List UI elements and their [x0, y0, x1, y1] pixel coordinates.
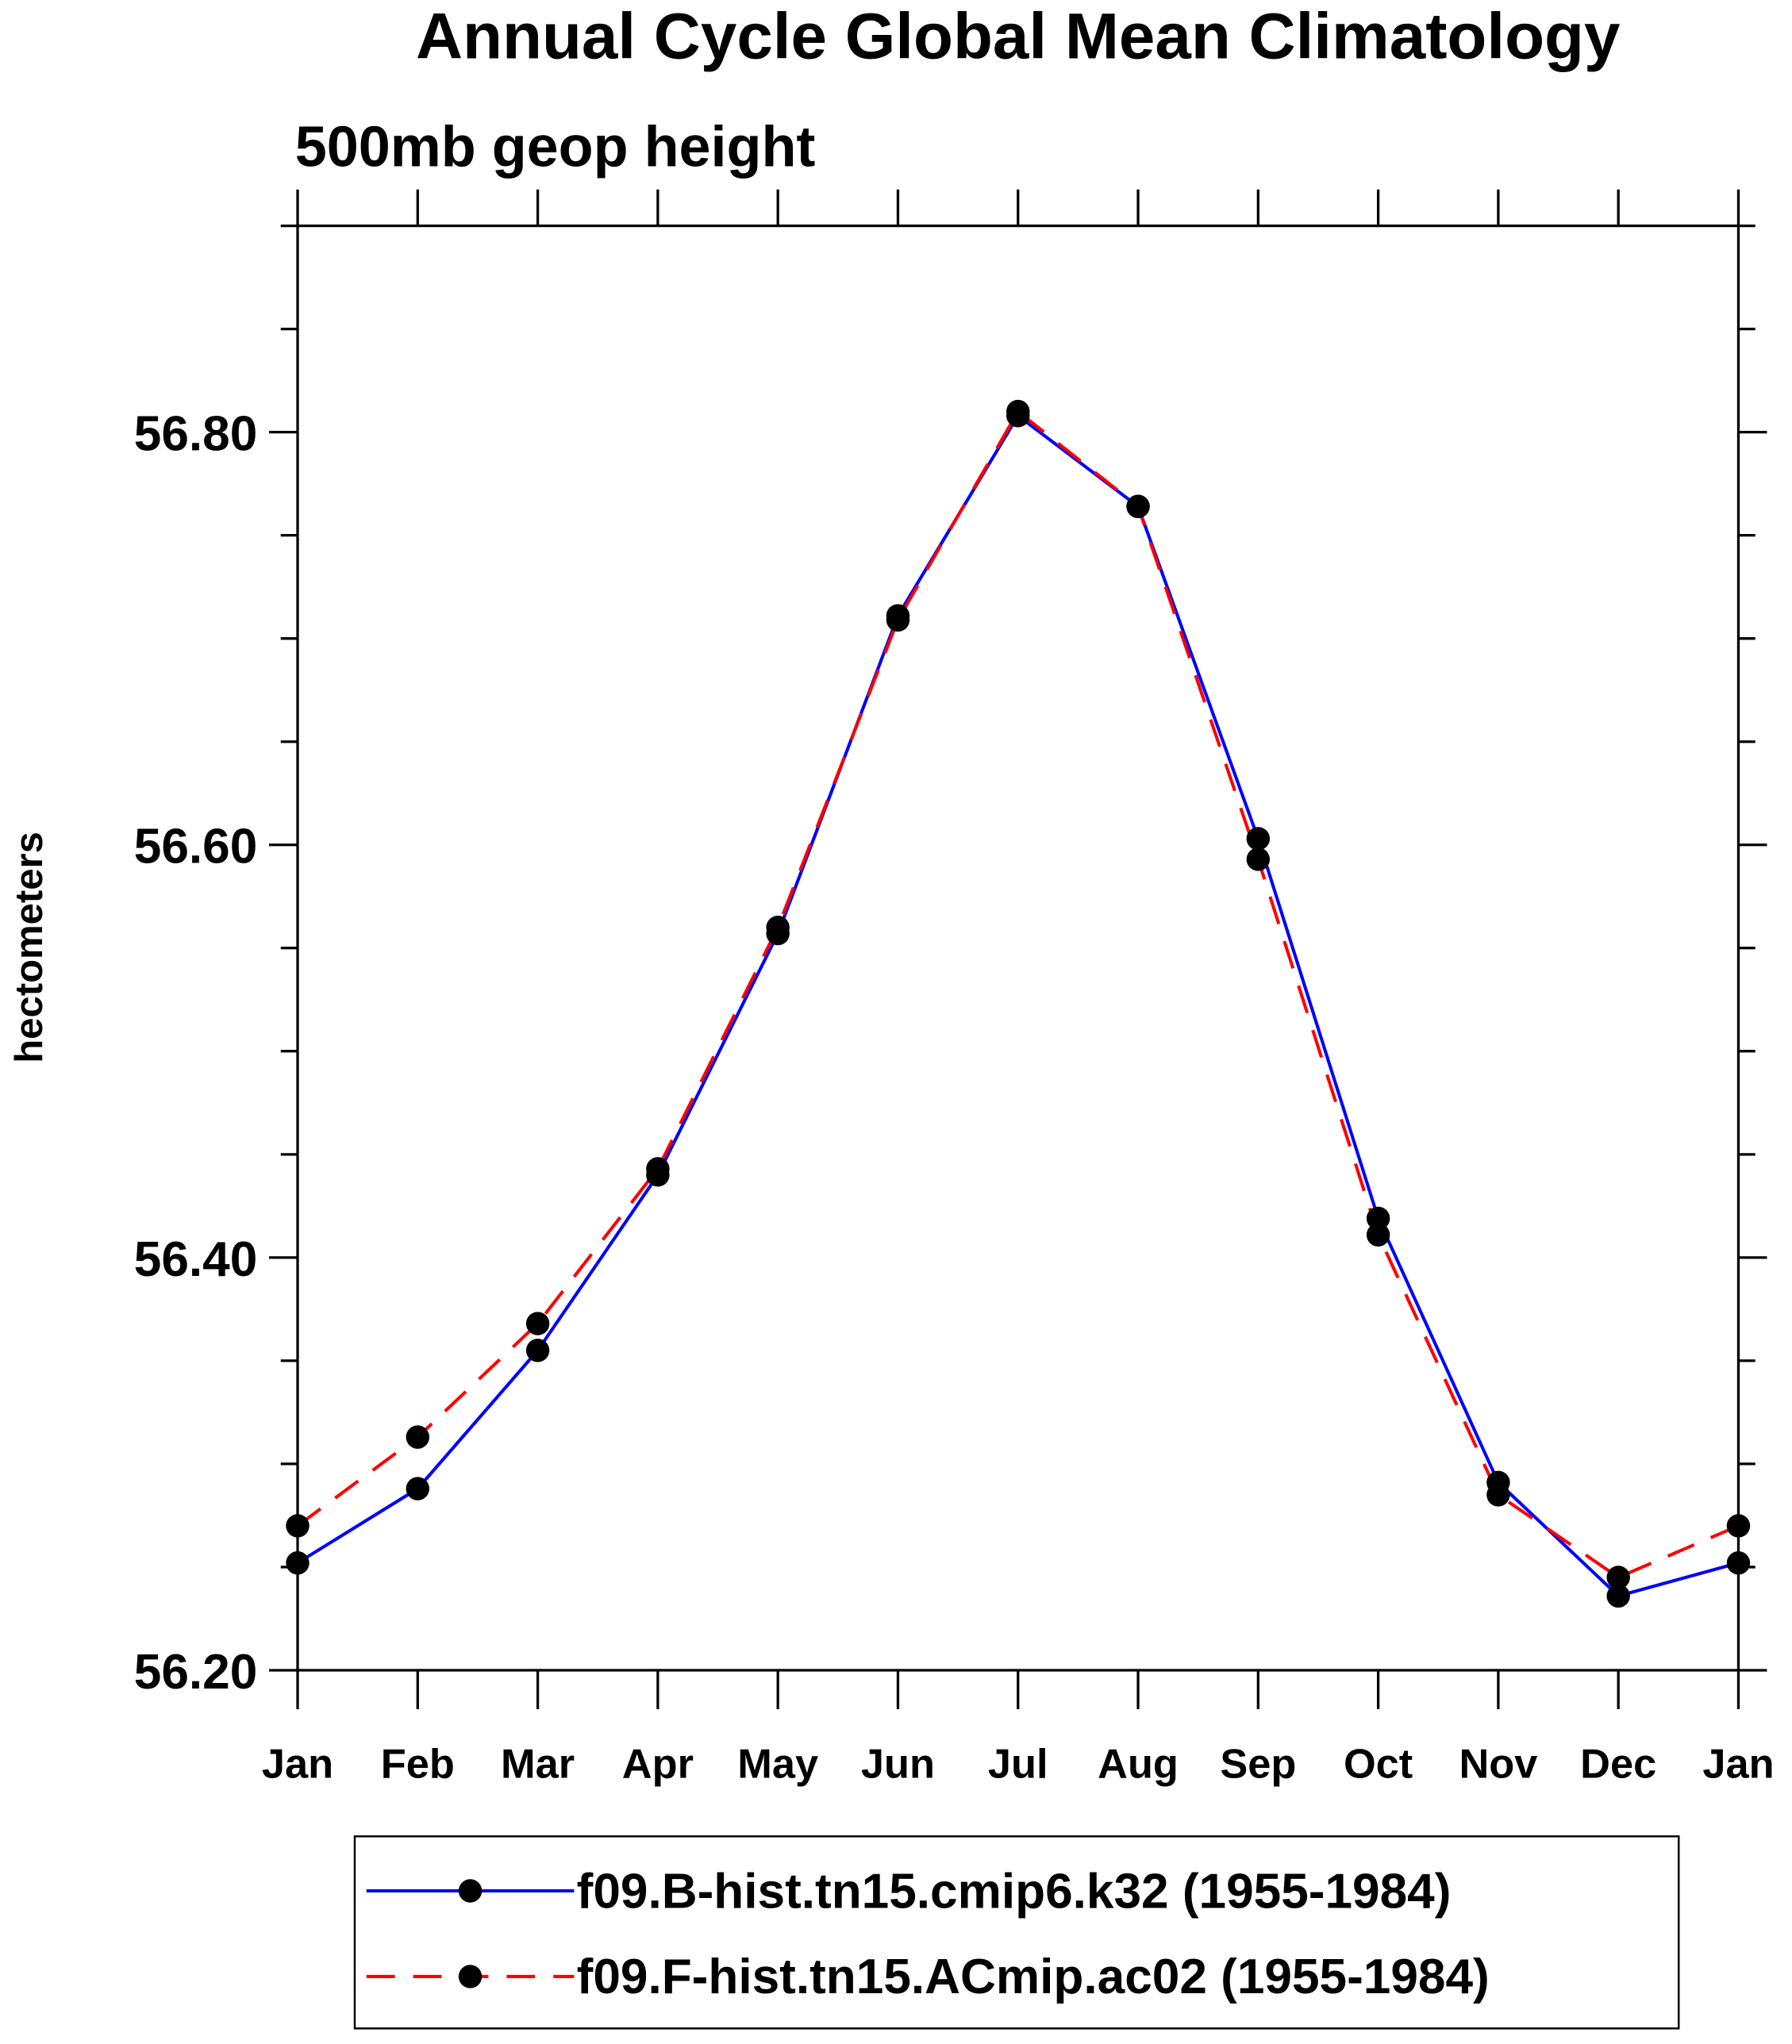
data-point-1: [766, 916, 790, 939]
y-tick-label: 56.20: [134, 1645, 258, 1700]
x-tick-label: Mar: [501, 1742, 575, 1788]
data-point-0: [1726, 1551, 1751, 1575]
chart-subtitle: 500mb geop height: [295, 115, 816, 179]
data-point-1: [1606, 1566, 1630, 1589]
x-tick-label: May: [737, 1742, 818, 1788]
data-point-1: [1006, 399, 1030, 424]
data-point-0: [525, 1339, 550, 1362]
data-point-0: [1246, 827, 1271, 851]
data-point-1: [1366, 1223, 1390, 1247]
x-tick-label: Apr: [622, 1742, 694, 1788]
legend: f09.B-hist.tn15.cmip6.k32 (1955-1984) f0…: [353, 1835, 1680, 2030]
y-tick-label: 56.80: [134, 407, 258, 462]
x-tick-label: Oct: [1344, 1742, 1413, 1788]
chart-title: Annual Cycle Global Mean Climatology: [416, 1, 1621, 73]
x-tick-label: Sep: [1220, 1742, 1296, 1788]
x-tick-label: Aug: [1098, 1742, 1179, 1788]
data-point-1: [1246, 847, 1271, 871]
x-tick-label: Jul: [988, 1742, 1048, 1788]
data-point-0: [1366, 1206, 1390, 1231]
data-point-1: [525, 1312, 550, 1335]
data-point-0: [1606, 1584, 1630, 1608]
x-tick-label: Jan: [1702, 1742, 1774, 1788]
legend-marker-f: [458, 1965, 483, 1988]
legend-label-f: f09.F-hist.tn15.ACmip.ac02 (1955-1984): [577, 1950, 1490, 2004]
legend-marker-b: [458, 1879, 483, 1903]
y-axis-label: hectometers: [8, 832, 51, 1063]
legend-label-b: f09.B-hist.tn15.cmip6.k32 (1955-1984): [577, 1864, 1452, 1919]
data-point-0: [286, 1551, 310, 1575]
data-point-1: [1726, 1514, 1751, 1538]
series-line-1: [296, 409, 1740, 1580]
data-point-1: [1486, 1483, 1510, 1507]
data-point-0: [406, 1477, 430, 1500]
data-point-1: [406, 1425, 430, 1449]
legend-box: [353, 1835, 1680, 2030]
x-tick-label: Jan: [262, 1742, 333, 1788]
data-point-1: [286, 1514, 310, 1538]
x-tick-label: Jun: [861, 1742, 935, 1788]
y-tick-label: 56.40: [134, 1232, 258, 1287]
data-point-1: [886, 608, 910, 632]
data-point-1: [646, 1157, 670, 1181]
data-point-1: [1126, 494, 1150, 518]
x-tick-label: Dec: [1580, 1742, 1656, 1788]
series-line-0: [296, 413, 1740, 1598]
x-tick-label: Nov: [1459, 1742, 1537, 1788]
y-tick-label: 56.60: [134, 820, 258, 874]
plot-frame: [296, 224, 1740, 1672]
x-tick-label: Feb: [381, 1742, 455, 1788]
